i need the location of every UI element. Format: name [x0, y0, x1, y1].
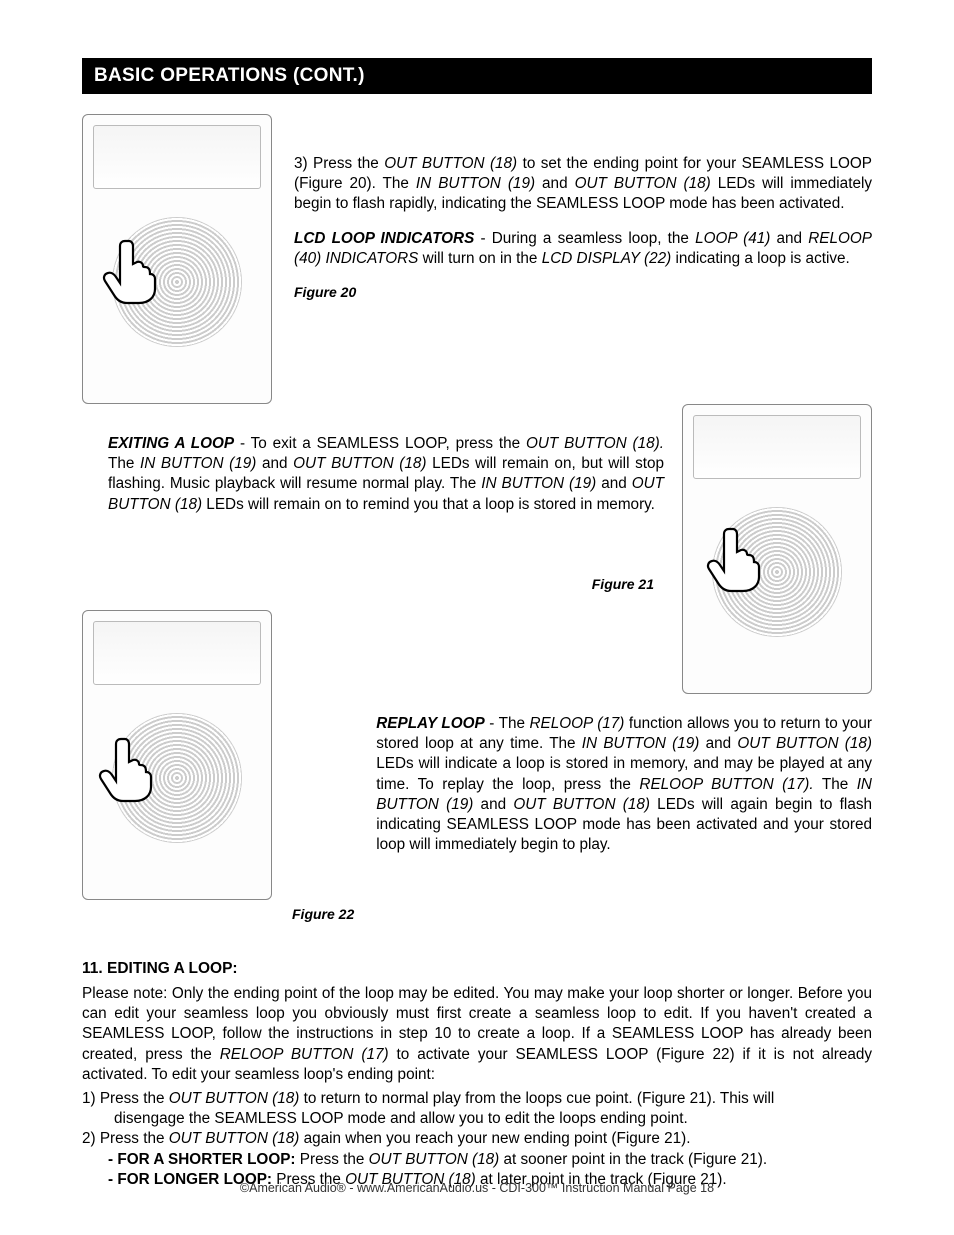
figure-21-caption: Figure 21 [108, 575, 664, 593]
step3-text: 3) Press the OUT BUTTON (18) to set the … [294, 154, 872, 215]
exiting-loop-text: EXITING A LOOP - To exit a SEAMLESS LOOP… [108, 434, 664, 515]
figure-21-image [682, 404, 872, 694]
pointing-hand-icon [101, 235, 161, 305]
pointing-hand-icon [97, 733, 157, 803]
section-11-heading: 11. EDITING A LOOP: [82, 960, 872, 978]
lcd-indicators-text: LCD LOOP INDICATORS - During a seamless … [294, 229, 872, 269]
block-step3: 3) Press the OUT BUTTON (18) to set the … [82, 114, 872, 404]
figure-20-caption: Figure 20 [294, 283, 872, 301]
pointing-hand-icon [705, 523, 765, 593]
figure-20-image [82, 114, 272, 404]
figure-22-image [82, 610, 272, 900]
replay-loop-text: REPLAY LOOP - The RELOOP (17) function a… [376, 714, 872, 855]
title-bar: BASIC OPERATIONS (CONT.) [82, 58, 872, 94]
edit-step-2-shorter: - FOR A SHORTER LOOP: Press the OUT BUTT… [82, 1150, 872, 1170]
page-footer: ©American Audio® - www.AmericanAudio.us … [0, 1181, 954, 1195]
edit-step-2: 2) Press the OUT BUTTON (18) again when … [82, 1129, 872, 1149]
edit-step-1: 1) Press the OUT BUTTON (18) to return t… [82, 1089, 872, 1109]
edit-step-1-run: disengage the SEAMLESS LOOP mode and all… [82, 1109, 872, 1129]
figure-22-caption: Figure 22 [292, 906, 354, 922]
section-11-intro: Please note: Only the ending point of th… [82, 984, 872, 1085]
